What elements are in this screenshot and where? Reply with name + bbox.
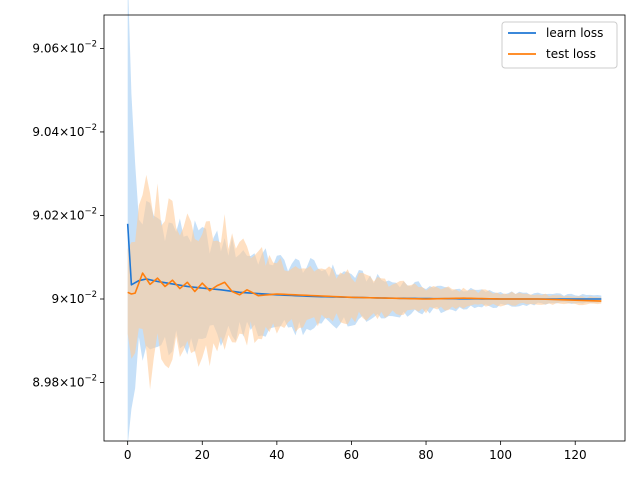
x-tick-label: 20 (195, 448, 210, 462)
y-tick-label: 9.06×10−2 (32, 39, 97, 55)
x-axis-ticks: 0 20 40 60 80 100 120 (124, 441, 587, 462)
y-axis-ticks: 8.98×10−2 9×10−2 9.02×10−2 9.04×10−2 9.06×10… (32, 39, 104, 390)
x-tick-label: 60 (344, 448, 359, 462)
x-tick-label: 100 (489, 448, 512, 462)
x-tick-label: 0 (124, 448, 132, 462)
line-test-loss (127, 272, 602, 302)
x-tick-label: 120 (564, 448, 587, 462)
confidence-bands (127, 0, 602, 446)
y-tick-label: 9.02×10−2 (32, 206, 97, 222)
axes-frame (103, 14, 626, 442)
legend-label-test-loss: test loss (546, 47, 596, 61)
y-tick-label: 8.98×10−2 (32, 374, 97, 390)
x-tick-label: 40 (269, 448, 284, 462)
series-lines (126, 223, 602, 302)
band-test-loss (127, 174, 602, 390)
legend: learn loss test loss (501, 21, 618, 69)
legend-label-learn-loss: learn loss (546, 26, 603, 40)
y-tick-label: 9.04×10−2 (32, 123, 97, 139)
y-tick-label: 9×10−2 (52, 290, 98, 306)
x-tick-label: 80 (418, 448, 433, 462)
